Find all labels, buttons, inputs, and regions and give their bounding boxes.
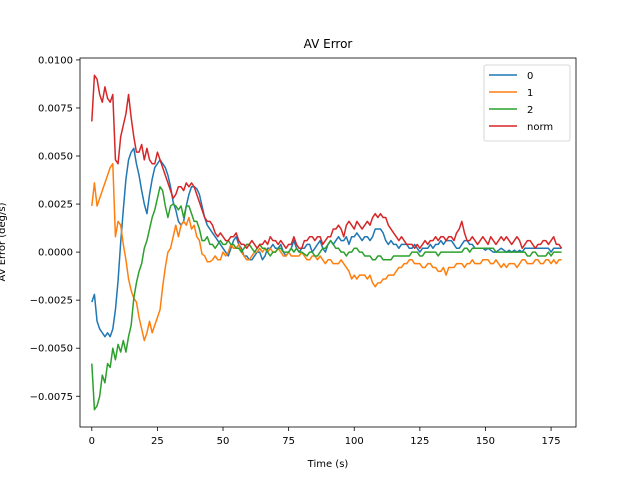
- x-tick-label: 50: [217, 436, 230, 447]
- x-tick-label: 125: [410, 436, 429, 447]
- legend: 0 1 2 norm: [483, 64, 571, 142]
- x-tick-label: 100: [345, 436, 364, 447]
- plot-area: [91, 74, 563, 411]
- x-axis: 0 25 50 75 100 125 150 175: [89, 427, 561, 447]
- y-tick-label: 0.0100: [38, 55, 73, 66]
- chart-title: AV Error: [304, 37, 353, 51]
- series-line-1: [91, 162, 562, 342]
- x-tick-label: 175: [542, 436, 561, 447]
- legend-label-0: 0: [527, 71, 533, 82]
- x-tick-label: 150: [476, 436, 495, 447]
- legend-label-norm: norm: [527, 122, 553, 133]
- legend-label-2: 2: [527, 105, 533, 116]
- y-tick-label: 0.0000: [38, 248, 73, 259]
- x-axis-label: Time (s): [307, 459, 349, 470]
- x-tick-label: 25: [151, 436, 164, 447]
- series-line-norm: [91, 74, 563, 250]
- y-tick-label: 0.0025: [38, 200, 73, 211]
- x-tick-label: 0: [89, 436, 95, 447]
- y-axis-label: AV Error (deg/s): [0, 202, 8, 281]
- legend-label-1: 1: [527, 88, 533, 99]
- y-tick-label: −0.0075: [30, 392, 73, 403]
- y-tick-label: −0.0050: [30, 344, 73, 355]
- legend-box: [483, 64, 571, 142]
- series-line-2: [91, 186, 562, 411]
- y-tick-label: 0.0075: [38, 103, 73, 114]
- y-axis: −0.0075 −0.0050 −0.0025 0.0000 0.0025 0.0050 0…: [30, 55, 80, 403]
- y-tick-label: −0.0025: [30, 296, 73, 307]
- y-tick-label: 0.0050: [38, 152, 73, 163]
- axes-frame: [79, 57, 577, 428]
- x-tick-label: 75: [282, 436, 295, 447]
